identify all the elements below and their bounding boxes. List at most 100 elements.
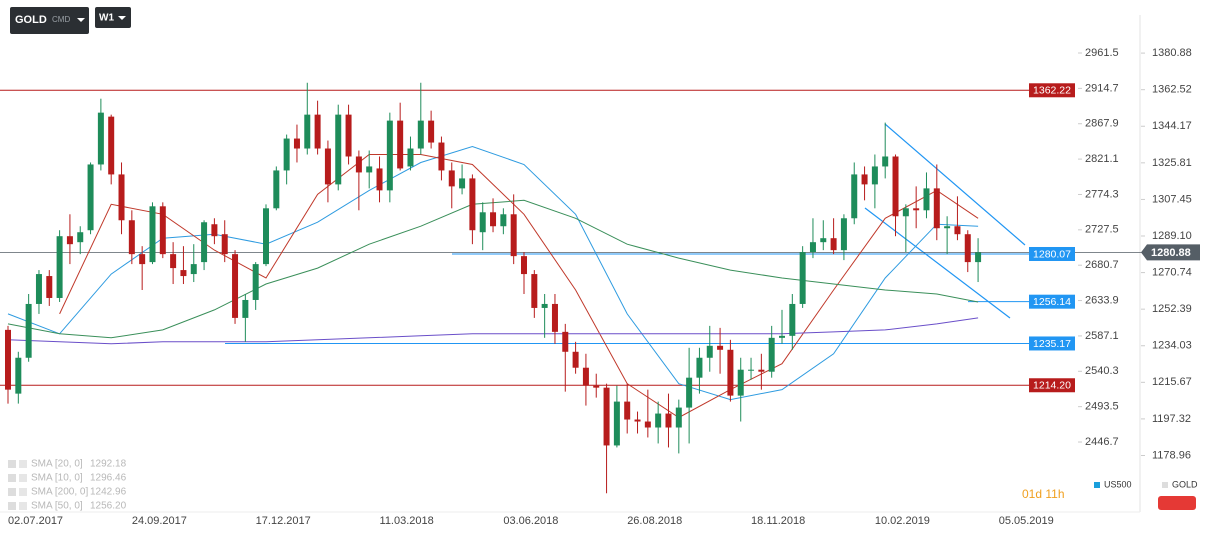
y-tick-label: 1362.52 xyxy=(1152,84,1192,96)
level-tag xyxy=(1029,83,1075,98)
candle-body xyxy=(108,116,115,175)
selector-box[interactable] xyxy=(10,7,89,34)
x-tick-label: 02.07.2017 xyxy=(8,515,63,527)
level-tag xyxy=(1029,336,1075,351)
candle-body xyxy=(861,174,868,185)
candle-body xyxy=(459,178,466,189)
legend-icon xyxy=(19,474,27,482)
symbol[interactable]: GOLD xyxy=(15,14,47,26)
candle-body xyxy=(448,170,455,187)
level-tag-label: 1256.14 xyxy=(1033,296,1071,308)
candle-body xyxy=(417,120,424,149)
legend-icon xyxy=(19,460,27,468)
legend-swatch xyxy=(1162,482,1168,488)
sma-line xyxy=(7,145,979,401)
candle-body xyxy=(768,337,775,372)
y-tick-label: 1197.32 xyxy=(1152,413,1191,425)
candle-body xyxy=(531,274,538,308)
candle-body xyxy=(397,120,404,169)
candle-body xyxy=(727,349,734,396)
candle-body xyxy=(159,206,166,255)
candle-body xyxy=(655,413,662,428)
candle-body xyxy=(180,270,187,277)
candle-body xyxy=(665,413,672,428)
candle-body xyxy=(97,112,104,165)
legend-swatch xyxy=(1094,482,1100,488)
legend-name: SMA [10, 0] xyxy=(31,473,83,484)
last-price-tag xyxy=(1141,244,1200,261)
y2-tick-label: 2821.1 xyxy=(1085,153,1119,165)
x-tick-label: 11.03.2018 xyxy=(380,515,434,527)
candle-body xyxy=(366,166,373,173)
candle-body xyxy=(428,120,435,143)
candle-body xyxy=(46,276,53,298)
caret[interactable] xyxy=(118,16,126,20)
timeframe[interactable]: W1 xyxy=(99,13,114,24)
legend-name: SMA [20, 0] xyxy=(31,459,83,470)
legend-value: 1242.96 xyxy=(90,487,127,498)
level-tag-label: 1362.22 xyxy=(1033,85,1071,97)
candle-body xyxy=(562,331,569,352)
candle-body xyxy=(820,238,827,243)
y-tick-label: 1325.81 xyxy=(1152,157,1192,169)
candle-body xyxy=(923,188,930,211)
legend-value: 1292.18 xyxy=(90,459,127,470)
y2-tick-label: 2633.9 xyxy=(1085,294,1119,306)
legend-name: SMA [50, 0] xyxy=(31,501,83,512)
candle-body xyxy=(882,156,889,167)
candle-body xyxy=(717,345,724,350)
y-tick-label: 1344.17 xyxy=(1152,120,1192,132)
trend-line xyxy=(864,207,1011,319)
y-tick-label: 1270.74 xyxy=(1152,266,1192,278)
candle-body xyxy=(779,335,785,338)
legend-name: SMA [200, 0] xyxy=(31,487,88,498)
legend-icon xyxy=(19,502,27,510)
legend-icon xyxy=(8,474,16,482)
gold-button[interactable] xyxy=(1158,496,1196,510)
candle-body xyxy=(840,218,847,251)
candle-body xyxy=(324,148,331,185)
candle-body xyxy=(851,174,858,219)
trend-line xyxy=(884,123,1026,246)
symbol-selector[interactable]: GOLD CMD xyxy=(10,7,89,34)
candle-body xyxy=(345,114,352,157)
candle-body xyxy=(613,401,620,446)
y-tick-label: 1289.10 xyxy=(1152,230,1192,242)
candle-body xyxy=(975,252,982,263)
candle-body xyxy=(686,377,693,408)
symbol-kind[interactable]: CMD xyxy=(52,15,70,24)
y2-tick-label: 2493.5 xyxy=(1085,401,1119,413)
candle-body xyxy=(5,329,11,390)
y-tick-label: 1234.03 xyxy=(1152,340,1192,352)
timeframe-selector[interactable]: W1 xyxy=(95,7,131,28)
level-tag xyxy=(1029,378,1075,393)
candle-body xyxy=(87,164,94,231)
candle-body xyxy=(521,256,527,275)
x-tick-label: 03.06.2018 xyxy=(503,515,558,527)
candle-body xyxy=(758,369,765,372)
y-tick-label: 1252.39 xyxy=(1152,303,1192,315)
candle-body xyxy=(624,401,631,420)
level-tag-label: 1235.17 xyxy=(1033,338,1071,350)
candle-body xyxy=(933,188,940,229)
caret[interactable] xyxy=(77,18,85,22)
level-tag xyxy=(1029,246,1075,261)
selector-box[interactable] xyxy=(95,7,131,28)
candle-body xyxy=(954,226,961,235)
candle-body xyxy=(15,357,22,394)
candle-body xyxy=(541,303,548,308)
candle-body xyxy=(593,385,600,388)
candle-body xyxy=(232,254,239,318)
candle-body xyxy=(170,254,177,269)
candle-body xyxy=(118,174,125,221)
candle-body xyxy=(335,114,342,185)
candle-body xyxy=(139,254,146,265)
candle-body xyxy=(252,264,259,300)
candle-body xyxy=(66,236,73,245)
candle-body xyxy=(376,168,383,191)
candle-body xyxy=(675,407,682,428)
candle-body xyxy=(696,357,703,378)
x-tick-label: 18.11.2018 xyxy=(751,515,805,527)
candle-body xyxy=(644,421,651,428)
